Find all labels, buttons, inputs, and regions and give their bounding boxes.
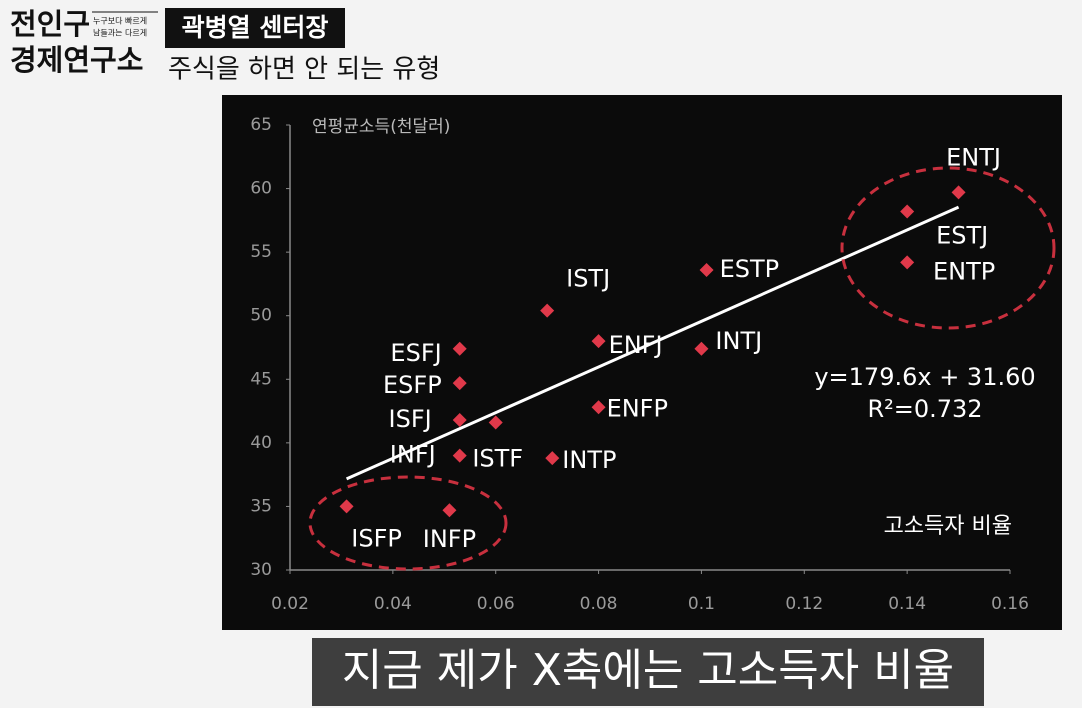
y-axis-label: 연평균소득(천달러) <box>312 117 450 137</box>
x-tick-label: 0.04 <box>374 594 412 614</box>
point-label: ENFJ <box>609 331 663 359</box>
point-label: INTP <box>562 446 616 474</box>
point <box>900 255 915 270</box>
point <box>900 204 915 219</box>
point-label: ESFJ <box>390 339 441 367</box>
y-tick-label: 55 <box>250 242 272 262</box>
equation: y=179.6x + 31.60 <box>814 363 1035 391</box>
point-label: ENTP <box>933 257 995 285</box>
highlight-circle <box>308 475 508 571</box>
y-tick-label: 65 <box>250 115 272 135</box>
point <box>694 341 709 356</box>
x-tick-label: 0.16 <box>991 594 1029 614</box>
y-tick-label: 35 <box>250 496 272 516</box>
point <box>452 376 467 391</box>
point-label: INTJ <box>715 327 762 355</box>
tagline: 누구보다 빠르게 <box>93 16 147 26</box>
point <box>339 499 354 514</box>
point <box>591 334 606 349</box>
point-label: INFJ <box>390 441 436 469</box>
chart: 30 35 40 45 50 55 60 65 0.02 0.04 0.06 0.08 0.1 0.12 0… <box>250 115 1035 614</box>
x-axis-label: 고소득자 비율 <box>884 514 1012 539</box>
point-label: ISFP <box>351 524 402 552</box>
point-label: ENFP <box>607 394 668 422</box>
logo-line: 경제연구소 <box>10 43 143 77</box>
point <box>452 412 467 427</box>
highlight-circle <box>840 166 1056 330</box>
y-tick-label: 60 <box>250 179 272 199</box>
x-tick-label: 0.06 <box>477 594 515 614</box>
y-tick-label: 50 <box>250 306 272 326</box>
logo-line: 전인구 <box>10 7 90 41</box>
y-tick-label: 45 <box>250 369 272 389</box>
point <box>488 415 503 430</box>
point <box>452 341 467 356</box>
point <box>442 503 457 518</box>
y-tick-label: 40 <box>250 433 272 453</box>
point <box>699 262 714 277</box>
point <box>951 185 966 200</box>
point-label: ISFJ <box>389 405 432 433</box>
trendline <box>345 205 960 481</box>
caption-box <box>312 638 984 706</box>
point-label: ESTP <box>720 255 780 283</box>
chart-panel <box>222 95 1062 630</box>
point <box>591 400 606 415</box>
badge-box <box>165 8 345 48</box>
point-label: ISTJ <box>566 265 610 293</box>
badge: 곽병열 센터장 <box>182 13 329 42</box>
r-squared: R²=0.732 <box>867 395 982 423</box>
tagline: 남들과는 다르게 <box>93 28 147 38</box>
x-tick-label: 0.1 <box>688 594 715 614</box>
y-tick-label: 30 <box>250 560 272 580</box>
x-tick-label: 0.12 <box>785 594 823 614</box>
caption: 지금 제가 X축에는 고소득자 비율 <box>342 645 954 696</box>
point-label: ISTF <box>472 445 523 473</box>
point-label: INFP <box>423 525 476 553</box>
point-label: ESTJ <box>936 221 988 249</box>
point <box>452 448 467 463</box>
point-label: ESFP <box>383 371 442 399</box>
x-tick-label: 0.08 <box>580 594 618 614</box>
point <box>540 303 555 318</box>
x-tick-label: 0.02 <box>271 594 309 614</box>
point <box>545 451 560 466</box>
subtitle: 주식을 하면 안 되는 유형 <box>168 55 440 85</box>
x-tick-label: 0.14 <box>888 594 926 614</box>
